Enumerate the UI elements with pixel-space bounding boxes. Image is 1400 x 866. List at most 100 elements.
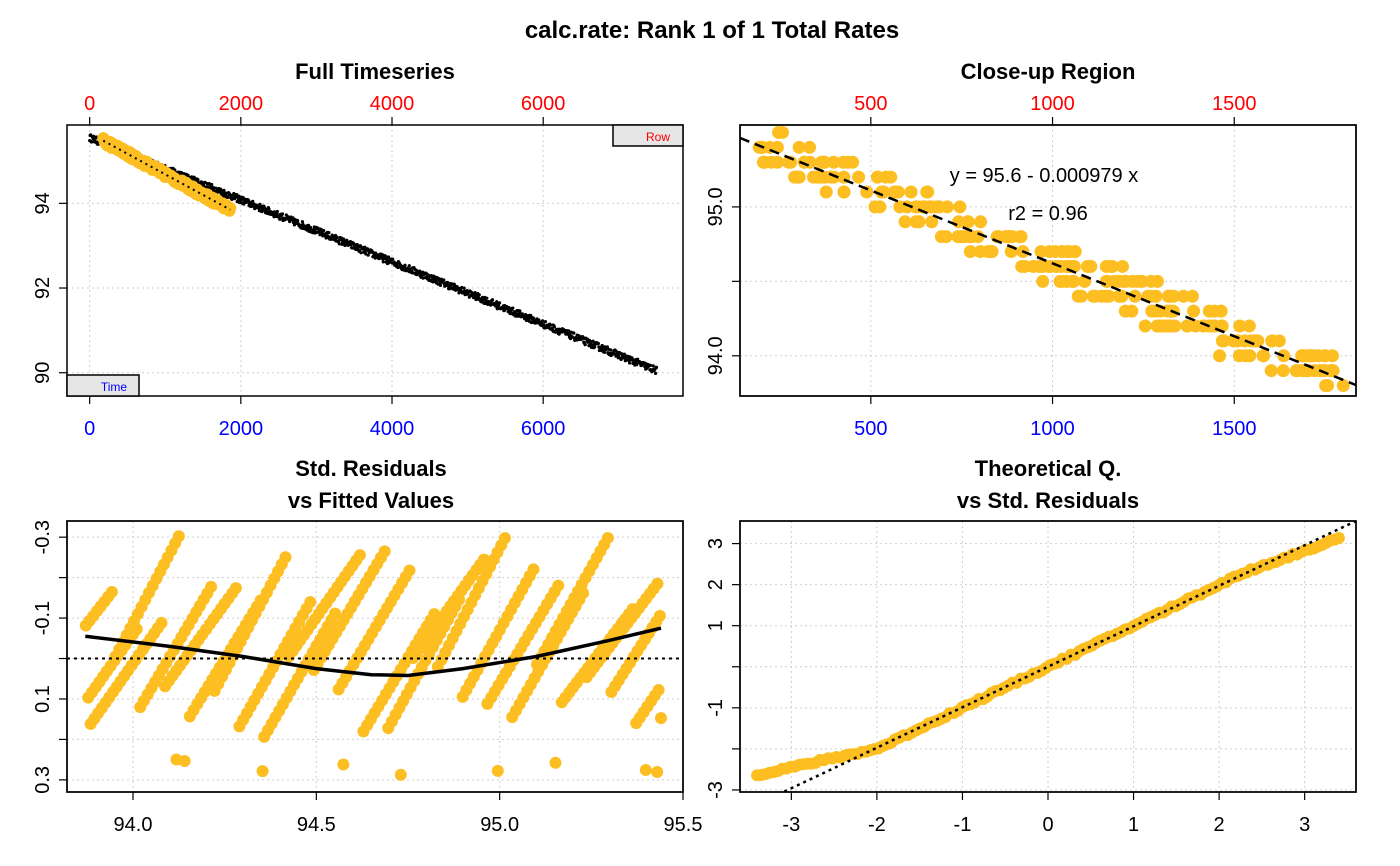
residual-point [172, 530, 185, 543]
raw-point [507, 306, 511, 310]
raw-point [627, 361, 632, 365]
x-top-tick-label: 1000 [1030, 93, 1075, 115]
subset-points [97, 132, 237, 217]
raw-point [313, 228, 317, 232]
panel-title: Full Timeseries [295, 59, 455, 84]
x-top-tick-label: 0 [84, 93, 95, 115]
raw-point [186, 173, 190, 177]
x-tick-label: -3 [782, 814, 800, 836]
raw-point [300, 220, 305, 224]
x-tick-label: 95.5 [664, 814, 703, 836]
closeup-point [884, 170, 898, 184]
closeup-point [974, 215, 988, 229]
closeup-point [904, 185, 918, 199]
x-tick-label: 1000 [1030, 418, 1075, 440]
residual-point [337, 758, 350, 771]
plot-frame [739, 520, 1357, 793]
closeup-point [963, 245, 977, 259]
raw-point [602, 350, 607, 354]
raw-point [421, 276, 425, 280]
raw-point [651, 364, 655, 368]
closeup-point [1164, 319, 1178, 333]
closeup-point [1257, 349, 1271, 363]
raw-point [577, 334, 581, 338]
raw-point [337, 242, 341, 246]
raw-point [381, 260, 385, 264]
residual-point [491, 764, 504, 777]
closeup-point [939, 230, 953, 244]
y-tick-label: 2 [705, 579, 727, 590]
panel-full-timeseries: Full Timeseries 0 2000 4000 6000 0 2000 4000 60… [32, 59, 684, 440]
raw-point [359, 251, 363, 255]
residual-points [79, 530, 667, 781]
closeup-point [1163, 304, 1177, 318]
x-tick-label: 1 [1128, 814, 1139, 836]
raw-point [636, 357, 640, 361]
closeup-point [1118, 304, 1132, 318]
closeup-point [1242, 319, 1256, 333]
panel-title: Close-up Region [961, 59, 1136, 84]
closeup-point [770, 155, 784, 169]
raw-point [470, 291, 474, 295]
time-label: Time [101, 380, 128, 394]
raw-point [593, 345, 597, 349]
closeup-point [788, 170, 802, 184]
closeup-point [810, 170, 824, 184]
raw-point [583, 343, 587, 347]
x-tick-label: -1 [954, 814, 972, 836]
residual-point [304, 596, 317, 609]
raw-point [490, 298, 495, 302]
closeup-point [827, 155, 841, 169]
residual-point [353, 549, 366, 562]
raw-point [494, 304, 498, 308]
residual-point [653, 609, 666, 622]
smooth-line [85, 626, 662, 678]
residual-point [651, 765, 664, 778]
raw-point [226, 195, 230, 200]
raw-point [249, 204, 253, 209]
residual-point [329, 607, 342, 620]
residual-point [205, 580, 218, 593]
raw-point [572, 331, 576, 335]
closeup-point [1115, 289, 1129, 303]
closeup-point [930, 200, 944, 214]
qq-point [1332, 531, 1345, 544]
y-tick-label: -1 [705, 699, 727, 717]
raw-point [591, 339, 595, 343]
raw-point [89, 133, 93, 137]
closeup-point [893, 200, 907, 214]
residual-point [394, 768, 407, 781]
raw-point [567, 329, 571, 333]
fit-line [740, 136, 1356, 387]
closeup-point [920, 185, 934, 199]
residual-point [105, 585, 118, 598]
raw-point [306, 223, 311, 227]
closeup-point [817, 155, 831, 169]
closeup-point [1015, 259, 1029, 273]
raw-point [442, 278, 446, 282]
closeup-point [1321, 379, 1335, 393]
closeup-point [852, 170, 866, 184]
closeup-point [925, 215, 939, 229]
raw-point [308, 225, 313, 230]
closeup-point [1144, 274, 1158, 288]
row-label-box [612, 124, 684, 147]
y-tick-label: 94 [32, 192, 54, 214]
raw-point [654, 371, 658, 375]
closeup-point [1067, 274, 1081, 288]
closeup-point [1099, 289, 1113, 303]
raw-point [511, 306, 515, 310]
fit-line [102, 139, 231, 211]
residual-point [549, 756, 562, 769]
closeup-point [1138, 319, 1152, 333]
raw-point [497, 301, 502, 305]
closeup-point [985, 245, 999, 259]
closeup-point [772, 125, 786, 139]
y-tick-label: -0.3 [32, 520, 54, 554]
residual-point [655, 712, 667, 725]
closeup-point [1130, 274, 1144, 288]
raw-point [622, 352, 626, 356]
raw-point [445, 280, 450, 285]
raw-point [648, 363, 652, 367]
raw-point [518, 309, 522, 313]
